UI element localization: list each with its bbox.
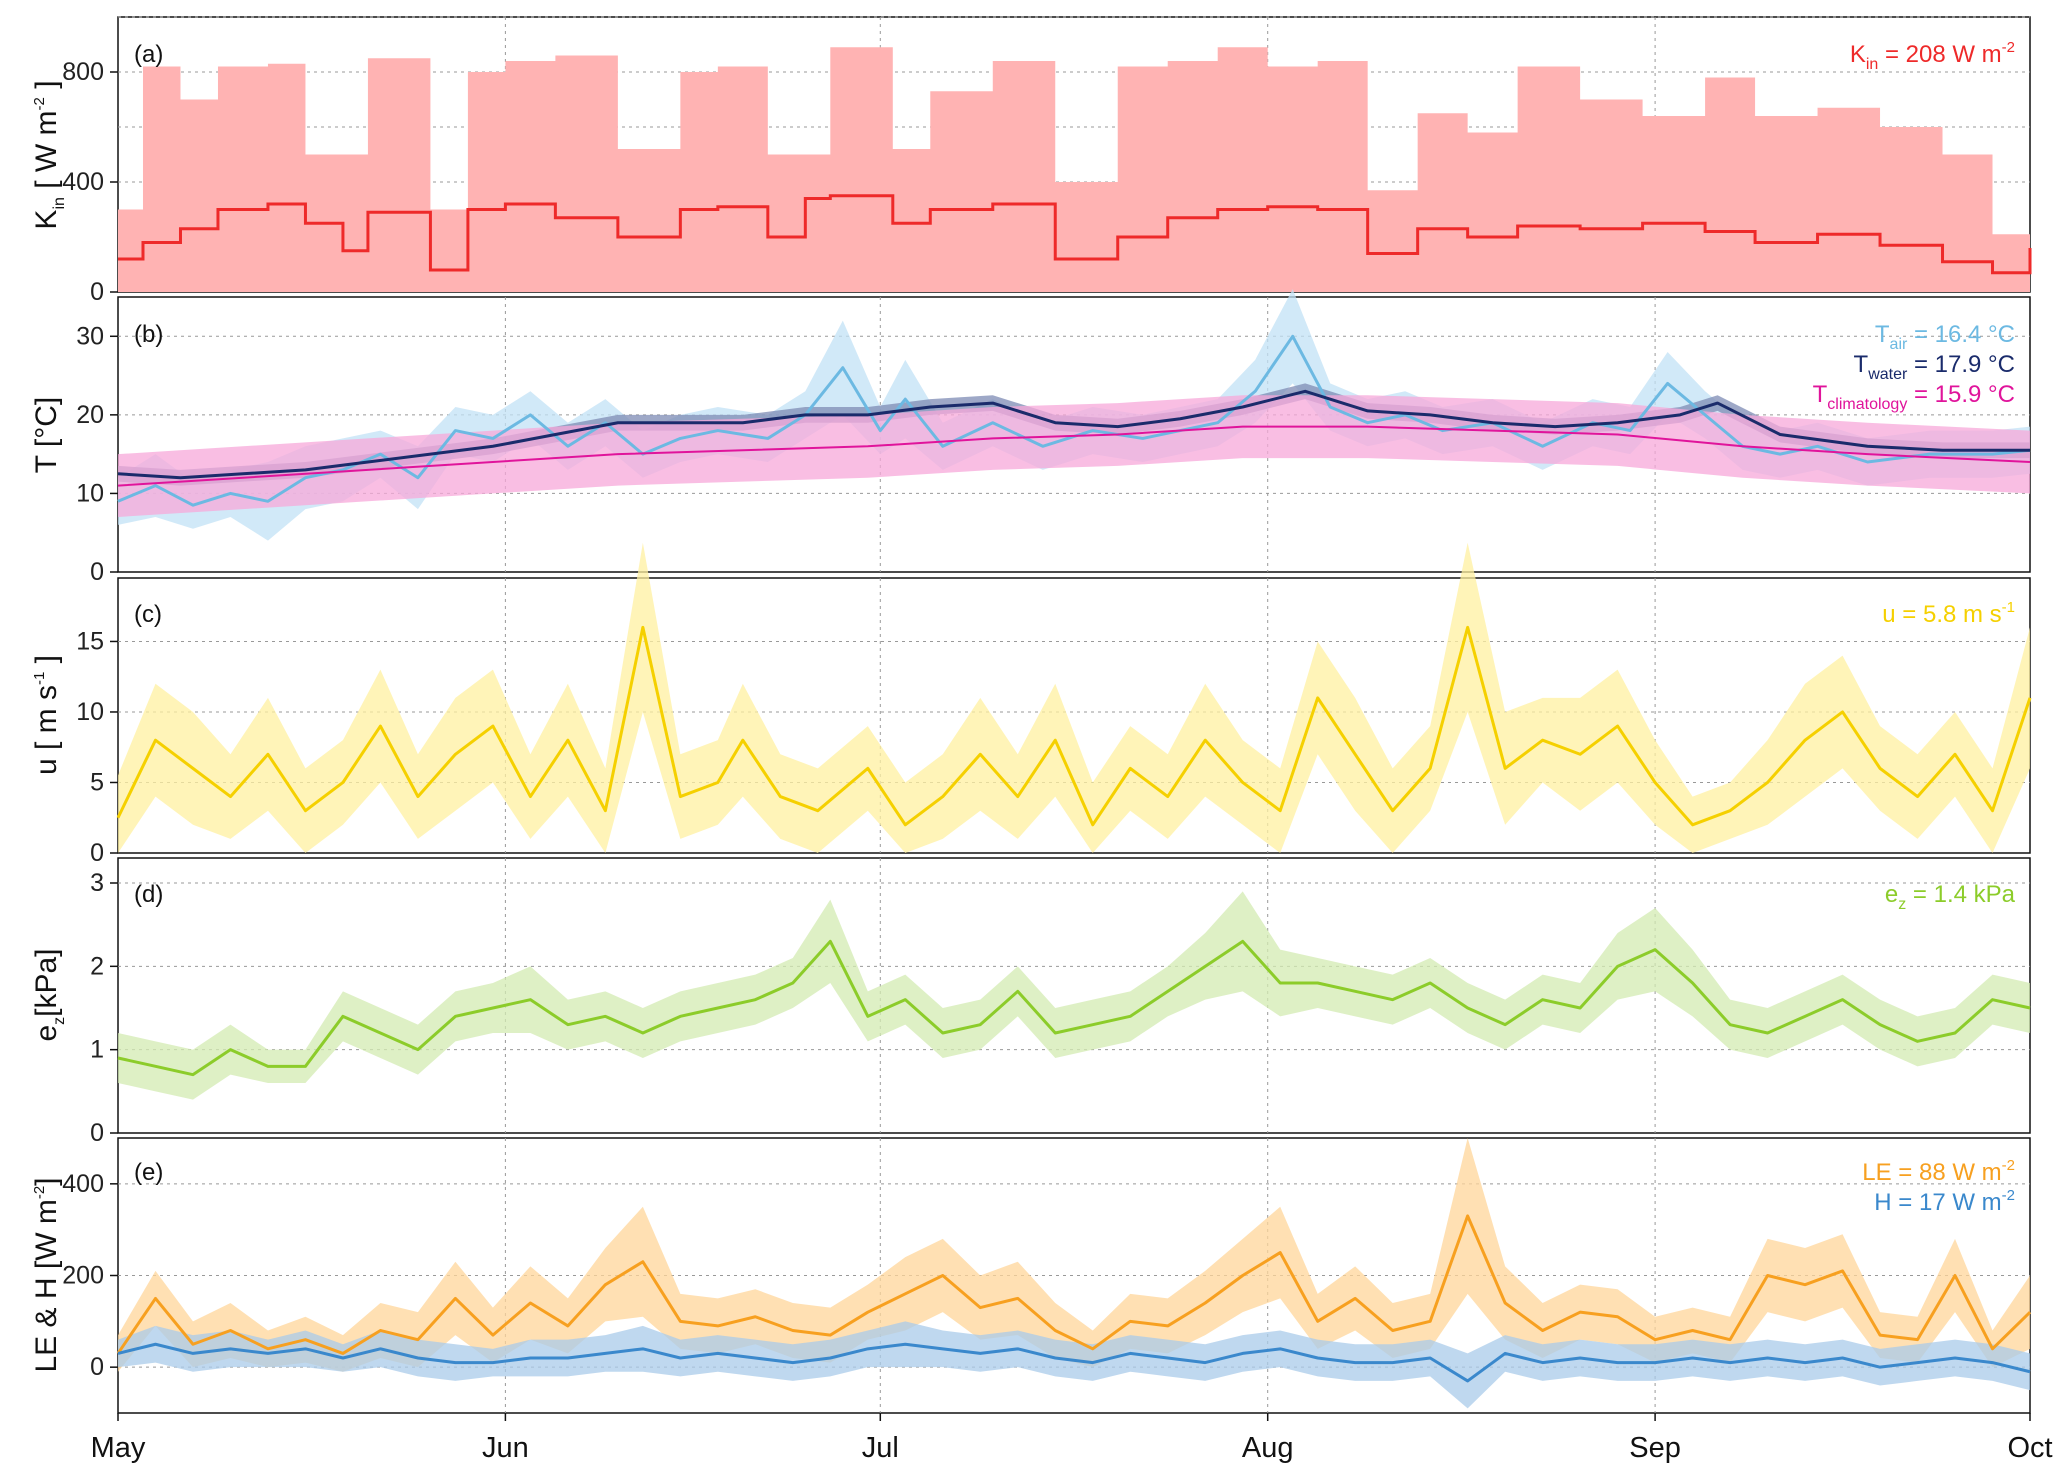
annotation-twater: Twater = 17.9 °C [1854,351,2015,383]
u-band [118,542,2030,853]
panel-a-ytick-label: 400 [62,168,104,196]
annotation-u: u = 5.8 m s-1 [1882,599,2015,628]
panel-e-ytick-label: 200 [62,1262,104,1290]
le-band [118,1138,2030,1372]
panel-e-label: (e) [134,1159,163,1186]
panel-a-ytick-label: 800 [62,58,104,86]
ylabel-b: T [°C] [30,397,63,473]
ez-band [118,891,2030,1100]
panel-c-ytick-label: 15 [76,627,104,655]
xtick-label-jun: Jun [482,1432,529,1464]
annotation-tclimatology: Tclimatology = 15.9 °C [1813,381,2015,413]
panel-c-ytick-label: 5 [90,768,104,796]
kin-daily-max-area [118,47,2030,292]
panel-c-ytick-label: 0 [90,839,104,867]
le-line [116,1214,2032,1355]
tclim-line [117,425,2031,487]
panel-a-label: (a) [134,41,163,68]
xtick-label-may: May [91,1432,146,1464]
u-line [116,625,2032,827]
annotation-h: H = 17 W m-2 [1874,1187,2015,1216]
panel-d-ytick-label: 3 [90,869,104,897]
panel-b-ytick-label: 20 [76,401,104,429]
xtick-label-sep: Sep [1629,1432,1681,1464]
twater-line [117,389,2030,480]
panel-b-ytick-label: 30 [76,322,104,350]
panel-e-ytick-label: 0 [90,1353,104,1381]
panel-b-ytick-label: 0 [90,558,104,586]
h-line [117,1342,2031,1383]
panel-e-ytick-label: 400 [62,1170,104,1198]
panel-a-ytick-label: 0 [90,278,104,306]
h-band [118,1321,2030,1409]
annotation-le: LE = 88 W m-2 [1862,1157,2015,1186]
tair-line [117,334,2031,507]
annotation-ez: ez = 1.4 kPa [1885,881,2016,913]
xtick-label-aug: Aug [1242,1432,1294,1464]
panel-d-label: (d) [134,881,163,908]
kin-line [118,194,2032,275]
annotation-tair: Tair = 16.4 °C [1875,321,2015,353]
panel-c-label: (c) [134,601,162,628]
panel-d-frame [117,857,2031,1134]
panel-d-ytick-label: 0 [90,1119,104,1147]
ylabel-e: LE & H [W m-2] [30,1177,63,1372]
ylabel-a: Kin [ W m-2 ] [30,80,68,229]
annotation-kin: Kin = 208 W m-2 [1850,39,2015,73]
panel-c-ytick-label: 10 [76,698,104,726]
ylabel-c: u [ m s-1 ] [30,655,63,775]
xtick-label-oct: Oct [2007,1432,2052,1464]
panel-b-label: (b) [134,321,163,348]
ylabel-d: ez[kPa] [30,948,68,1041]
panel-d-ytick-label: 1 [90,1036,104,1064]
panel-d-ytick-label: 2 [90,952,104,980]
xtick-label-jul: Jul [862,1432,899,1464]
panel-b-ytick-label: 10 [76,479,104,507]
ez-line [117,939,2031,1077]
